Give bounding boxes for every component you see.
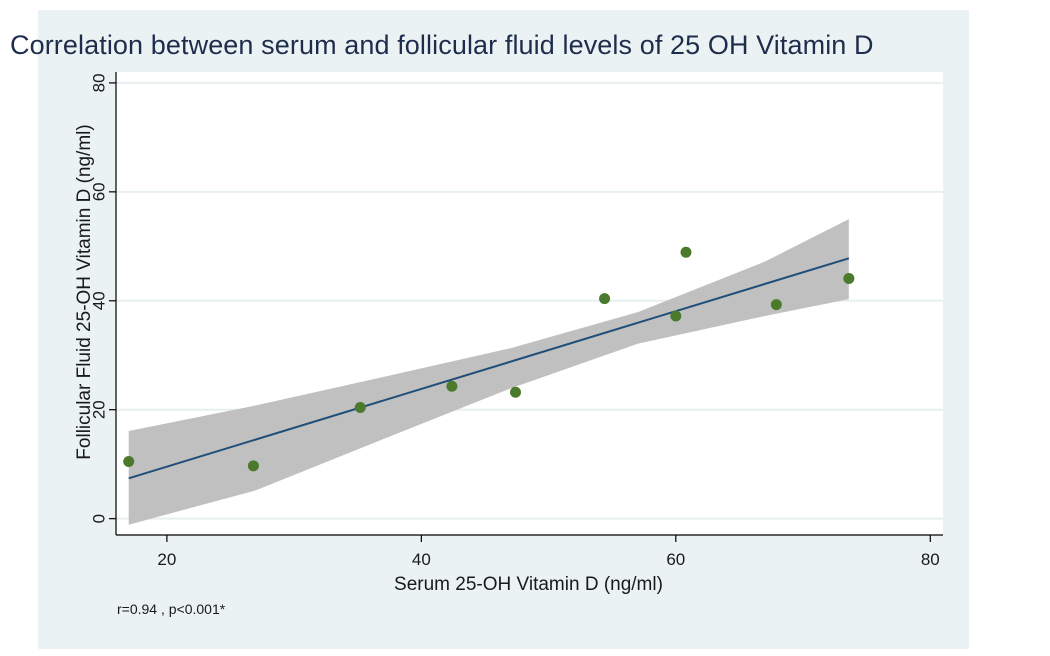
x-tick-label-60: 60 bbox=[666, 550, 685, 569]
x-tick-label-80: 80 bbox=[921, 550, 940, 569]
data-point-5 bbox=[510, 386, 522, 398]
y-tick-label-0: 0 bbox=[89, 514, 108, 523]
fit-line bbox=[128, 257, 850, 480]
data-point-7 bbox=[670, 310, 682, 322]
confidence-band bbox=[128, 219, 849, 525]
y-tick-label-60: 60 bbox=[89, 182, 108, 201]
data-point-10 bbox=[843, 272, 855, 284]
plot-area: 20 40 60 80 0 20 40 60 80 Serum 25-OH Vitamin D (… bbox=[74, 72, 943, 617]
data-point-1 bbox=[123, 455, 135, 467]
chart-title: Correlation between serum and follicular… bbox=[10, 30, 874, 60]
data-point-2 bbox=[247, 460, 259, 472]
data-point-8 bbox=[680, 246, 692, 258]
x-axis-title: Serum 25-OH Vitamin D (ng/ml) bbox=[394, 574, 663, 595]
x-tick-label-20: 20 bbox=[157, 550, 176, 569]
data-point-6 bbox=[599, 293, 611, 305]
y-tick-label-80: 80 bbox=[89, 73, 108, 92]
data-point-4 bbox=[446, 380, 458, 392]
x-tick-label-40: 40 bbox=[412, 550, 431, 569]
y-tick-label-20: 20 bbox=[89, 400, 108, 419]
correlation-note: r=0.94 , p<0.001* bbox=[117, 601, 226, 617]
data-point-3 bbox=[354, 402, 366, 414]
y-axis-title: Follicular Fluid 25-OH Vitamin D (ng/ml) bbox=[74, 124, 95, 459]
data-point-9 bbox=[770, 299, 782, 311]
y-tick-label-40: 40 bbox=[89, 291, 108, 310]
